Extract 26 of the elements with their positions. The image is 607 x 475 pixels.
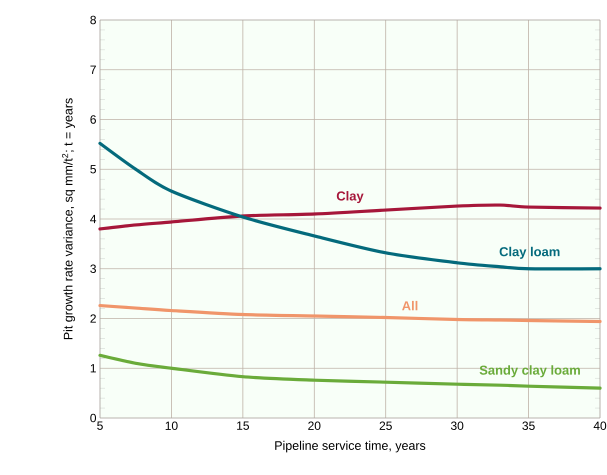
x-tick-label: 35 [522,422,535,430]
y-tick-label: 3 [90,264,96,273]
x-axis-title: Pipeline service time, years [275,440,426,452]
x-tick-label: 25 [380,422,392,430]
y-tick-label: 4 [90,214,96,224]
y-tick-label: 8 [90,16,96,24]
line-series [98,203,602,231]
x-tick-label: 10 [166,422,178,430]
series-label: Sandy clay loam [480,365,580,378]
y-tick-label: 5 [90,165,96,174]
y-axis-title: Pit growth rate variance, sq mm/t$^{2}$; t = years [62,98,76,340]
y-tick-label: 0 [90,414,96,422]
line-series [98,142,602,270]
x-tick-label: 15 [237,422,249,430]
series-label: Clay [336,191,364,204]
x-tick-label: 30 [450,422,464,430]
series-label: Clay loam [500,246,560,259]
series-label: All [402,300,418,310]
y-tick-label: 7 [90,66,96,74]
line-series [98,354,602,390]
x-tick-label: 40 [594,422,606,430]
y-tick-label: 2 [90,314,96,323]
x-tick-label: 20 [308,422,320,430]
x-tick-label: 5 [97,422,103,430]
y-tick-label: 6 [90,115,96,124]
y-tick-label: 1 [90,364,96,372]
